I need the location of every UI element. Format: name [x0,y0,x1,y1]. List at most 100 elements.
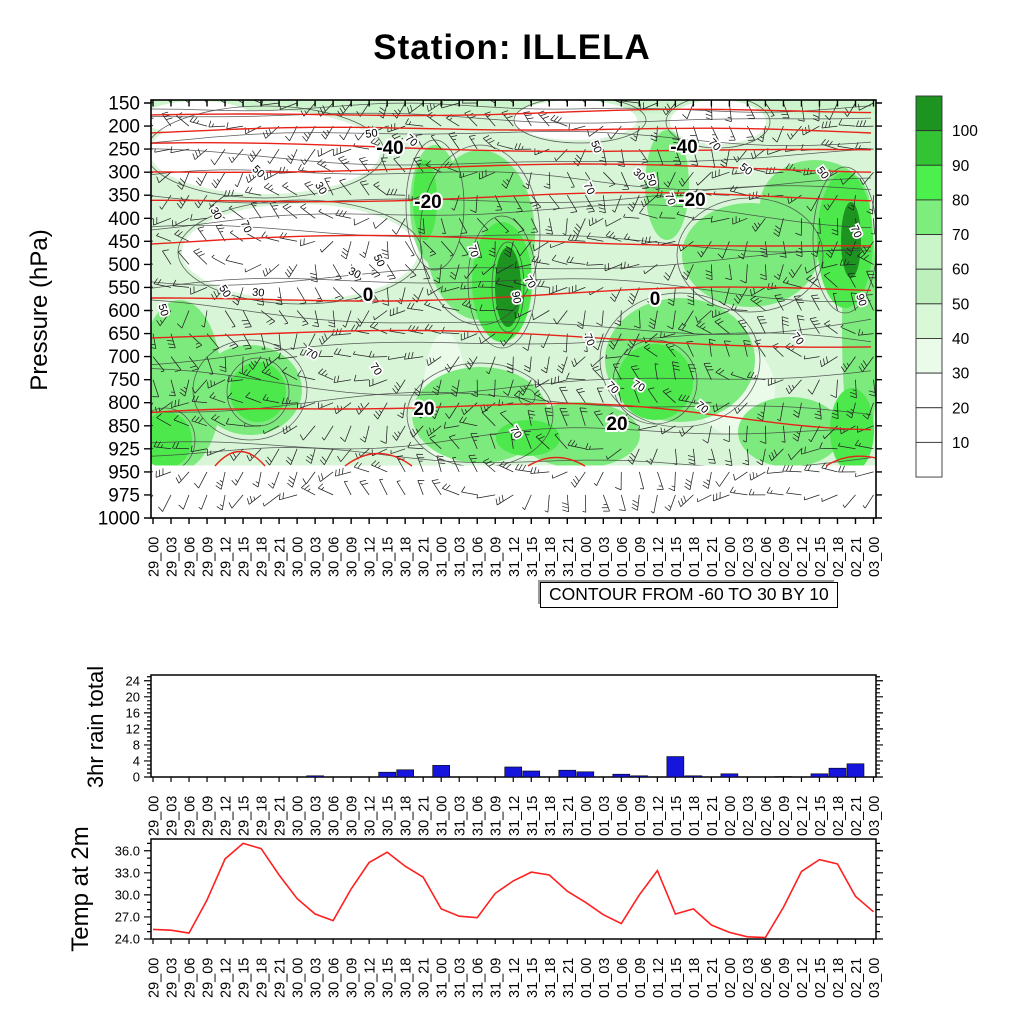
pressure-tick-label: 450 [108,232,140,253]
rain-bar [378,771,396,778]
black-contour-label: 90 [509,290,523,304]
x-tick-label: 01_21 [705,796,721,836]
x-tick-label: 30_03 [309,958,325,998]
x-tick-label: 01_06 [615,958,631,998]
red-contour-label: -40 [670,137,697,158]
rain-tick-label: 4 [133,753,140,768]
x-tick-label: 02_18 [831,958,847,998]
temp-axis-title: Temp at 2m [67,826,94,951]
temp-tick-label: 30.0 [115,887,140,902]
x-tick-label: 31_12 [507,796,523,836]
x-tick-label: 31_15 [525,537,541,577]
x-tick-label: 29_09 [201,958,217,998]
x-tick-label: 30_21 [417,796,433,836]
colorbar-tick-label: 90 [952,158,970,175]
black-contour-label: 50 [155,303,170,318]
x-tick-label: 31_00 [435,796,451,836]
top-panel-axes: 1502002503003504004505005506006507007508… [98,94,882,530]
x-tick-label: 31_21 [561,958,577,998]
x-tick-label: 31_03 [453,958,469,998]
x-tick-label: 01_12 [651,796,667,836]
x-tick-label: 01_18 [687,958,703,998]
colorbar-tick-label: 10 [952,435,970,452]
x-tick-label: 02_06 [759,958,775,998]
rain-bar [630,775,649,778]
pressure-axis-title: Pressure (hPa) [26,229,53,390]
rain-bar [306,775,324,778]
x-tick-label: 31_15 [525,796,541,836]
rain-bar [684,775,703,778]
x-tick-label: 02_06 [759,537,775,577]
x-tick-label: 31_21 [561,796,577,836]
black-contour-lines [151,100,876,473]
pressure-tick-label: 150 [108,94,140,115]
x-tick-label: 31_15 [525,958,541,998]
x-tick-label: 02_12 [795,796,811,836]
black-contour-label: 50 [365,127,379,141]
x-tick-label: 29_21 [273,796,289,836]
x-tick-label: 03_00 [867,958,883,998]
x-tick-label: 30_21 [417,537,433,577]
x-tick-label: 29_15 [237,537,253,577]
x-tick-label: 30_06 [327,958,343,998]
colorbar-tick-label: 100 [952,123,978,140]
x-tick-label: 01_00 [579,958,595,998]
rain-bar [396,769,414,778]
red-contour-label: 0 [363,285,374,306]
pressure-tick-label: 200 [108,117,140,138]
x-tick-label: 02_18 [831,796,847,836]
x-tick-label: 01_00 [579,537,595,577]
rain-bar [558,769,577,778]
x-tick-label: 01_21 [705,958,721,998]
top-x-tick-labels: 29_00 29_03 29_06 29_09 29_12 29_15 29_18 29_21… [147,537,884,577]
x-tick-label: 31_06 [471,537,487,577]
pressure-tick-label: 700 [108,347,140,368]
rain-x-tick-labels: 29_00 29_03 29_06 29_09 29_12 29_15 29_18 29_21… [147,796,884,836]
x-tick-label: 31_03 [453,796,469,836]
x-tick-label: 02_09 [777,958,793,998]
x-tick-label: 29_12 [219,958,235,998]
x-tick-label: 29_18 [255,958,271,998]
x-tick-label: 01_15 [669,796,685,836]
black-contour-label: 50 [643,173,658,188]
red-contour-label: 0 [650,289,661,310]
x-tick-label: 30_00 [291,796,307,836]
x-tick-label: 02_21 [849,796,865,836]
pressure-tick-label: 1000 [98,509,140,530]
x-tick-label: 30_00 [291,958,307,998]
x-tick-label: 31_00 [435,958,451,998]
pressure-tick-label: 800 [108,393,140,414]
temp-line [152,842,875,939]
x-tick-label: 30_18 [399,958,415,998]
rain-bar [612,773,631,778]
red-contour-labels: -40 -40 -20 -20 0 0 20 20 [361,135,708,437]
pressure-tick-label: 650 [108,324,140,345]
x-tick-label: 01_15 [669,958,685,998]
rain-tick-label: 16 [126,705,140,720]
red-contour-label: -20 [414,192,441,213]
contour-note-text: CONTOUR FROM -60 TO 30 BY 10 [549,584,829,604]
x-tick-label: 30_21 [417,958,433,998]
x-tick-label: 02_12 [795,958,811,998]
rain-tick-label: 12 [126,721,140,736]
x-tick-label: 29_18 [255,796,271,836]
x-tick-label: 29_15 [237,796,253,836]
x-tick-label: 30_18 [399,537,415,577]
temp-panel: 36.0 33.0 30.0 27.0 24.0 [115,838,883,947]
x-tick-label: 02_03 [741,958,757,998]
x-tick-label: 30_09 [345,537,361,577]
pressure-tick-label: 400 [108,209,140,230]
x-tick-label: 31_03 [453,537,469,577]
x-tick-label: 30_15 [381,537,397,577]
x-tick-label: 01_09 [633,958,649,998]
rain-bar [828,767,847,778]
x-tick-label: 29_21 [273,537,289,577]
x-tick-label: 30_15 [381,958,397,998]
x-tick-label: 01_21 [705,537,721,577]
rain-bar [432,765,451,778]
x-tick-label: 29_12 [219,537,235,577]
x-tick-label: 31_06 [471,796,487,836]
x-tick-label: 02_09 [777,796,793,836]
